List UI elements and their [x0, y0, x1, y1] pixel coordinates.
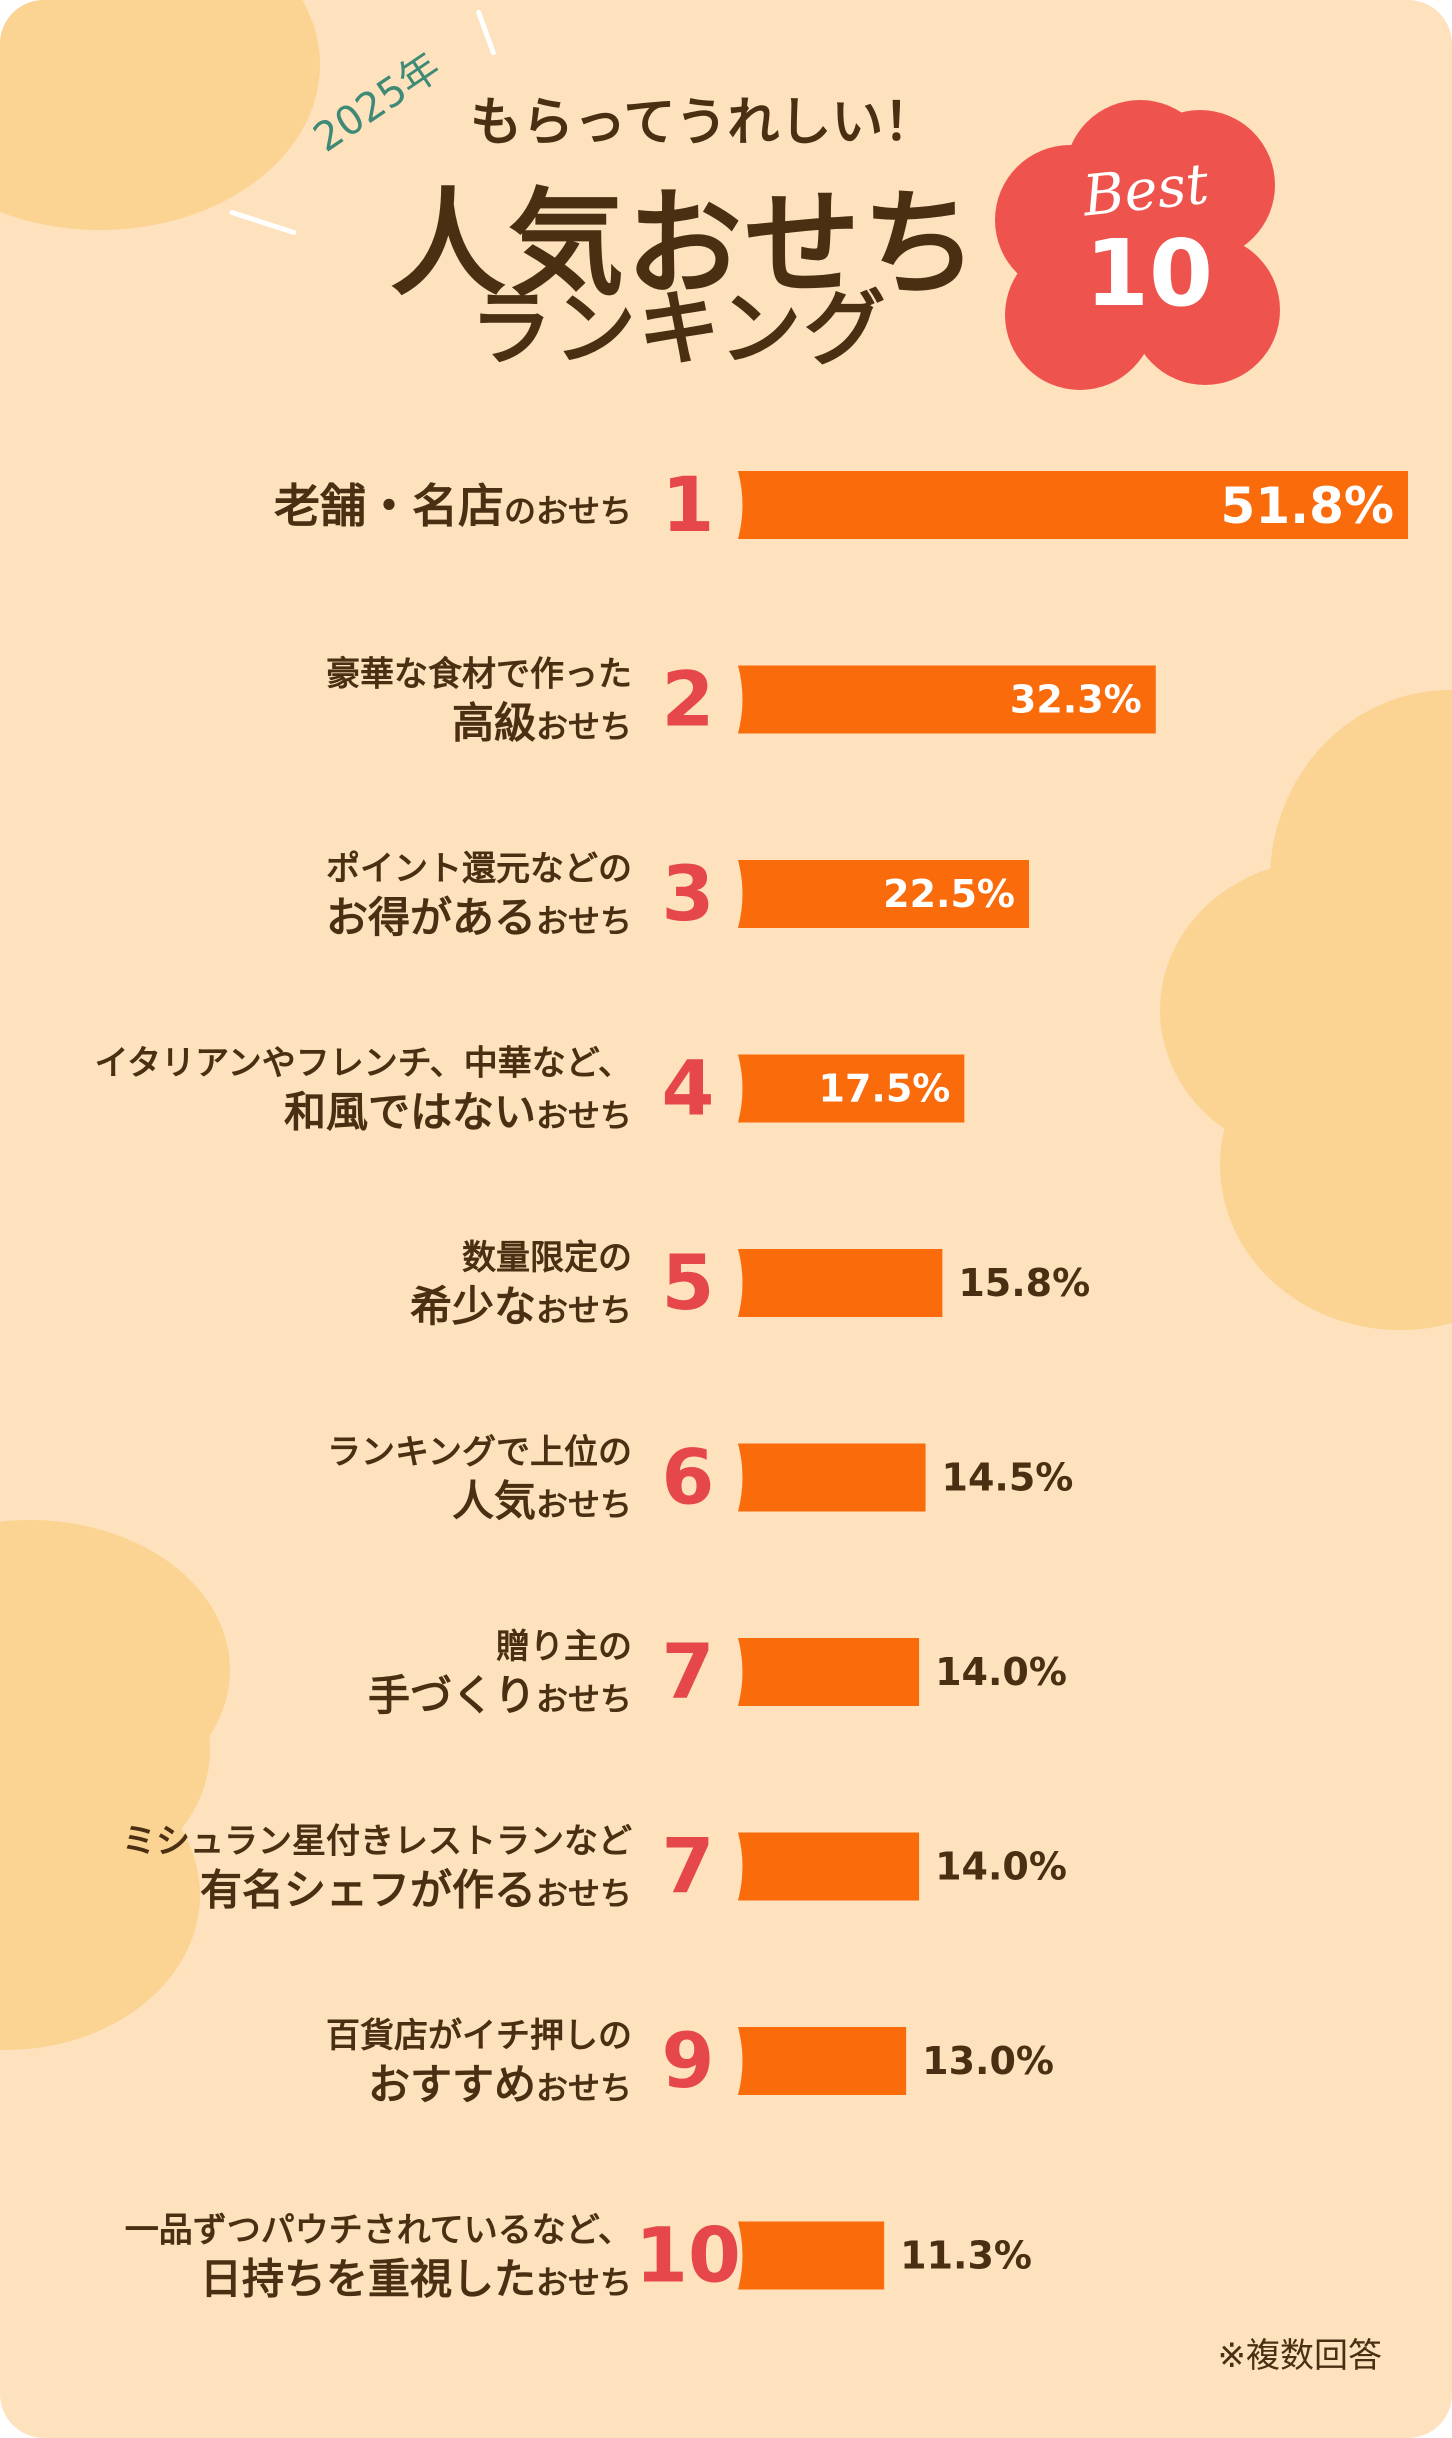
rank-number: 4: [662, 1044, 715, 1133]
category-label-main: 手づくり: [368, 1671, 536, 1720]
bar: [738, 860, 1030, 928]
rank-number: 10: [635, 2211, 741, 2300]
category-label-line1: 数量限定の: [462, 1238, 632, 1278]
rank-number: 7: [662, 1822, 715, 1911]
category-label-line1: イタリアンやフレンチ、中華など、: [94, 1044, 632, 1084]
page-title: 人気おせち: [390, 177, 980, 312]
bar: [738, 1832, 920, 1901]
value-label: 11.3%: [900, 2234, 1032, 2278]
category-label-line1: 豪華な食材で作った: [326, 655, 632, 695]
category-label-suffix: おせち: [536, 708, 632, 746]
bar: [738, 1443, 926, 1512]
value-label: 14.0%: [935, 1650, 1067, 1694]
category-label-main: 日持ちを重視した: [200, 2255, 536, 2304]
category-label-line1: ポイント還元などの: [326, 849, 632, 889]
value-label: 51.8%: [1221, 477, 1394, 535]
category-label-suffix: おせち: [536, 2264, 632, 2302]
category-label-main: 人気: [452, 1477, 536, 1526]
category-label-suffix: おせち: [536, 1097, 632, 1135]
category-label-line2: 老舗・名店のおせち: [274, 479, 632, 533]
category-label-line2: 日持ちを重視したおせち: [200, 2255, 632, 2304]
value-label: 14.5%: [942, 1456, 1074, 1500]
rank-number: 6: [662, 1433, 715, 1522]
category-label-line1: 贈り主の: [496, 1627, 632, 1667]
category-label-line2: 和風ではないおせち: [284, 1088, 632, 1137]
rank-number: 2: [662, 655, 715, 744]
category-label-line2: 人気おせち: [452, 1477, 632, 1526]
category-label-main: 和風ではない: [284, 1088, 536, 1137]
best-badge: Best 10: [995, 100, 1280, 390]
category-label-main: おすすめ: [368, 2060, 536, 2109]
category-label-line1: 百貨店がイチ押しの: [326, 2016, 632, 2056]
category-label-line2: お得があるおせち: [326, 893, 632, 942]
bar: [738, 2027, 907, 2095]
bar: [738, 471, 1408, 539]
category-label-main: 老舗・名店: [274, 479, 504, 533]
category-label-line1: ランキングで上位の: [327, 1433, 632, 1473]
category-label-suffix: おせち: [536, 1875, 632, 1913]
category-label-line1: ミシュラン星付きレストランなど: [122, 1822, 632, 1862]
bar: [738, 1054, 965, 1123]
value-label: 32.3%: [1010, 678, 1142, 722]
category-label-line2: 希少なおせち: [410, 1282, 632, 1331]
category-label-suffix: おせち: [536, 902, 632, 940]
header-kicker: もらってうれしい！: [470, 93, 936, 153]
category-label-suffix: のおせち: [504, 492, 632, 530]
category-label-main: 高級: [452, 699, 536, 748]
category-label-main: 希少な: [410, 1282, 536, 1331]
category-label-main: 有名シェフが作る: [200, 1866, 536, 1915]
value-label: 14.0%: [935, 1845, 1067, 1889]
category-label-line2: おすすめおせち: [368, 2060, 632, 2109]
footnote: ※複数回答: [1217, 2336, 1383, 2376]
category-label-line1: 一品ずつパウチされているなど、: [125, 2211, 632, 2251]
value-label: 22.5%: [883, 872, 1015, 916]
value-label: 17.5%: [819, 1067, 951, 1111]
bar: [738, 2221, 885, 2290]
value-label: 15.8%: [958, 1261, 1090, 1305]
value-label: 13.0%: [922, 2039, 1054, 2083]
rank-number: 3: [662, 849, 715, 938]
badge-count-text: 10: [1085, 220, 1214, 327]
category-label-suffix: おせち: [536, 2069, 632, 2107]
category-label-suffix: おせち: [536, 1486, 632, 1524]
category-label-suffix: おせち: [536, 1680, 632, 1718]
category-label-line2: 有名シェフが作るおせち: [200, 1866, 632, 1915]
category-label-line2: 手づくりおせち: [368, 1671, 632, 1720]
category-label-suffix: おせち: [536, 1291, 632, 1329]
rank-number: 1: [662, 460, 715, 549]
category-label-line2: 高級おせち: [452, 699, 632, 748]
rank-number: 9: [662, 2016, 715, 2105]
category-label-main: お得がある: [326, 893, 536, 942]
bar: [738, 1638, 920, 1706]
bar: [738, 665, 1156, 734]
rank-number: 7: [662, 1627, 715, 1716]
rank-number: 5: [662, 1238, 715, 1327]
bar: [738, 1249, 943, 1317]
page-subtitle: ランキング: [470, 282, 888, 377]
